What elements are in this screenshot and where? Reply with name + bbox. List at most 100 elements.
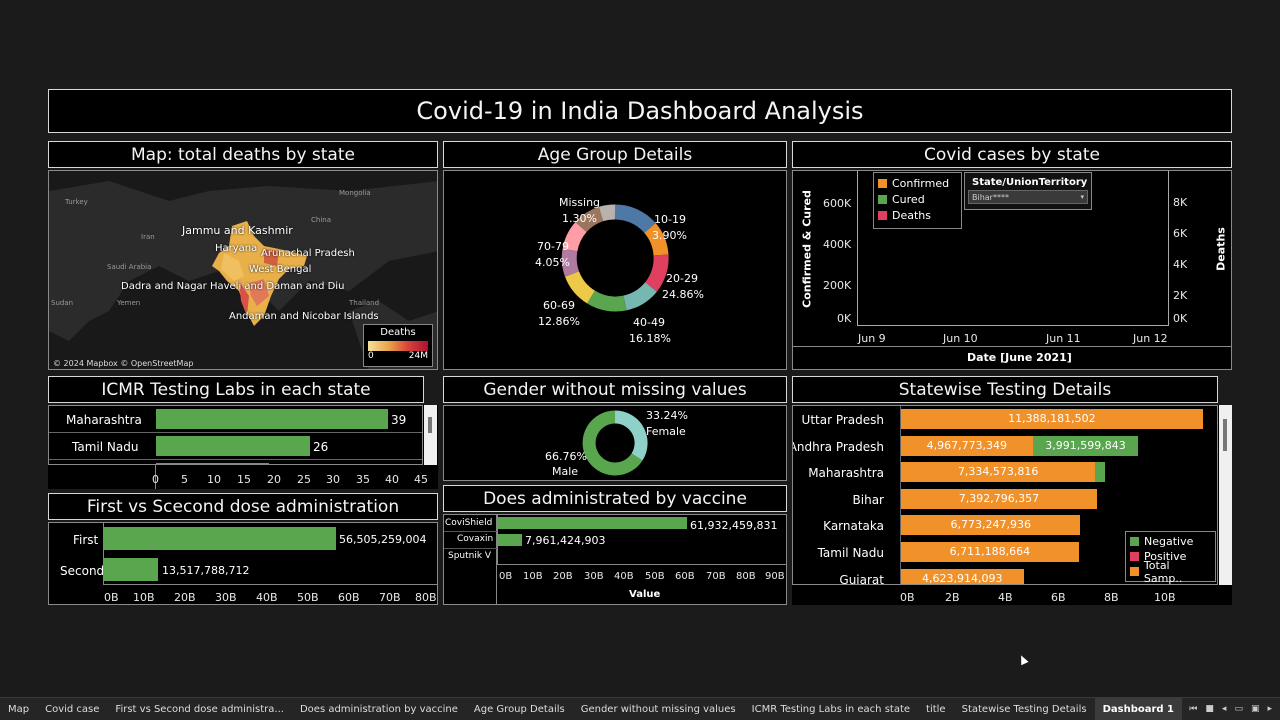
table-row[interactable]: Tamil Nadu 6,711,188,664 bbox=[793, 539, 1217, 566]
age-pct-70-79: 4.05% bbox=[535, 256, 570, 269]
table-row[interactable]: Maharashtra 39 bbox=[49, 406, 422, 433]
table-row[interactable]: Tamil Nadu 26 bbox=[49, 433, 422, 460]
statewise-tick: 0B bbox=[900, 591, 915, 604]
dose-tick: 50B bbox=[297, 591, 319, 604]
statewise-tick: 2B bbox=[945, 591, 960, 604]
statewise-bar-total[interactable] bbox=[901, 435, 1033, 456]
chevron-down-icon[interactable]: ▾ bbox=[1080, 193, 1084, 201]
dose-bar-first[interactable] bbox=[103, 527, 336, 550]
map-legend-gradient bbox=[368, 341, 428, 351]
table-row[interactable]: Bihar 7,392,796,357 bbox=[793, 486, 1217, 513]
sheet-tab[interactable]: ICMR Testing Labs in each state bbox=[751, 703, 911, 715]
legend-item-deaths[interactable]: Deaths bbox=[878, 207, 957, 223]
map-label-saudi: Saudi Arabia bbox=[107, 263, 152, 271]
statewise-bar-negative[interactable] bbox=[1032, 435, 1139, 456]
legend-item-total-samples[interactable]: Total Samp.. bbox=[1130, 559, 1211, 585]
statewise-bar-total[interactable] bbox=[901, 542, 1079, 562]
legend-item-positive[interactable]: Positive bbox=[1130, 549, 1211, 564]
dose-bar-second[interactable] bbox=[103, 558, 158, 581]
sheet-tab[interactable]: Gender without missing values bbox=[580, 703, 736, 715]
state-filter-dropdown[interactable]: Bihar**** ▾ bbox=[968, 190, 1088, 204]
state-filter: State/UnionTerritory Bihar**** ▾ bbox=[964, 172, 1092, 210]
legend-item-negative[interactable]: Negative bbox=[1130, 534, 1211, 549]
statewise-divider bbox=[900, 406, 901, 584]
gender-donut[interactable] bbox=[444, 406, 787, 481]
grid-view-icon[interactable]: ▭ bbox=[1234, 704, 1243, 714]
table-row[interactable]: Uttar Pradesh 11,388,181,502 bbox=[793, 406, 1217, 433]
sheet-tab[interactable]: Statewise Testing Details bbox=[961, 703, 1087, 715]
icmr-bar[interactable] bbox=[156, 409, 388, 429]
vaccine-bar-covaxin[interactable] bbox=[498, 534, 522, 546]
list-view-icon[interactable]: ▣ bbox=[1250, 704, 1260, 714]
statewise-bar-total[interactable] bbox=[901, 568, 1024, 584]
map-title: Map: total deaths by state bbox=[48, 141, 438, 168]
scrollbar-thumb[interactable] bbox=[1223, 419, 1227, 451]
legend-item-cured[interactable]: Cured bbox=[878, 191, 957, 207]
sheet-tab[interactable]: Age Group Details bbox=[473, 703, 565, 715]
cases-right-axis-label: Deaths bbox=[1215, 227, 1228, 271]
sheet-tab[interactable]: title bbox=[926, 703, 946, 715]
age-title-text: Age Group Details bbox=[537, 144, 693, 165]
statewise-value-total: 6,711,188,664 bbox=[949, 545, 1031, 558]
sheet-tab[interactable]: Does administration by vaccine bbox=[299, 703, 458, 715]
dose-tick: 80B bbox=[415, 591, 437, 604]
legend-label-confirmed: Confirmed bbox=[892, 176, 950, 190]
icmr-state-label: Tamil Nadu bbox=[72, 440, 139, 454]
prev-sheet-icon[interactable]: ◂ bbox=[1221, 704, 1227, 714]
vaccine-bar-covishield[interactable] bbox=[498, 517, 687, 529]
legend-swatch-total bbox=[1130, 567, 1139, 576]
table-row[interactable]: Maharashtra 7,334,573,816 bbox=[793, 459, 1217, 486]
table-row[interactable]: Andhra Pradesh 4,967,773,349 3,991,599,843 bbox=[793, 433, 1217, 460]
vaccine-tick: 70B bbox=[706, 571, 726, 582]
vaccine-tick: 50B bbox=[645, 571, 665, 582]
vaccine-value-covaxin: 7,961,424,903 bbox=[525, 534, 606, 547]
vaccine-tick: 90B bbox=[765, 571, 785, 582]
legend-item-confirmed[interactable]: Confirmed bbox=[878, 175, 957, 191]
table-row[interactable]: Gujarat 4,623,914,093 bbox=[793, 566, 1217, 584]
stop-icon[interactable]: ■ bbox=[1205, 704, 1214, 714]
cases-left-tick: 600K bbox=[823, 197, 852, 210]
state-filter-value: Bihar**** bbox=[972, 192, 1009, 202]
sheet-tab[interactable]: Covid case bbox=[45, 703, 100, 715]
age-donut[interactable] bbox=[444, 171, 787, 370]
gender-female-label: Female bbox=[646, 425, 686, 438]
dose-label-first: First bbox=[73, 533, 99, 547]
gender-donut-panel: 33.24% Female 66.76% Male bbox=[443, 405, 787, 481]
table-row[interactable]: Karnataka 6,773,247,936 bbox=[793, 512, 1217, 539]
vaccine-tick: 30B bbox=[584, 571, 604, 582]
statewise-bar-total[interactable] bbox=[901, 515, 1081, 536]
statewise-bar-negative[interactable] bbox=[1095, 462, 1105, 483]
map-attribution[interactable]: © 2024 Mapbox © OpenStreetMap bbox=[53, 359, 194, 368]
table-row[interactable]: Telangana bbox=[49, 460, 422, 464]
icmr-tick: 5 bbox=[181, 473, 188, 486]
gender-female-pct: 33.24% bbox=[646, 409, 688, 422]
map-label-andaman: Andaman and Nicobar Islands bbox=[229, 311, 379, 322]
cases-left-tick: 200K bbox=[823, 279, 852, 292]
icmr-state-label: Maharashtra bbox=[66, 413, 142, 427]
map-label-yemen: Yemen bbox=[117, 299, 141, 307]
next-sheet-icon[interactable]: ▸ bbox=[1267, 704, 1272, 714]
sheet-tab[interactable]: First vs Second dose administra... bbox=[115, 703, 284, 715]
cases-x-axis-label: Date [June 2021] bbox=[967, 351, 1072, 364]
sheet-tab[interactable]: Dashboard 1 bbox=[1094, 697, 1183, 720]
statewise-bar-total[interactable] bbox=[901, 462, 1096, 483]
statewise-bar-total[interactable] bbox=[901, 409, 1203, 429]
deaths-map[interactable]: Jammu and Kashmir Haryana Arunachal Prad… bbox=[48, 170, 438, 370]
gender-male-label: Male bbox=[552, 465, 579, 478]
statewise-state-label: Tamil Nadu bbox=[817, 546, 884, 560]
cases-plot-area[interactable] bbox=[857, 171, 1169, 326]
statewise-bar-total[interactable] bbox=[901, 488, 1097, 509]
scrollbar[interactable] bbox=[1219, 405, 1232, 585]
dose-tick: 0B bbox=[104, 591, 119, 604]
dose-label-second: Second bbox=[60, 564, 105, 578]
statewise-chart-panel: Uttar Pradesh 11,388,181,502 Andhra Prades… bbox=[792, 405, 1232, 605]
first-sheet-icon[interactable]: ⏮ bbox=[1189, 704, 1198, 714]
scrollbar[interactable] bbox=[424, 405, 437, 465]
icmr-bar[interactable] bbox=[156, 463, 269, 464]
dose-plot bbox=[103, 523, 437, 585]
statewise-value-total: 7,392,796,357 bbox=[958, 491, 1040, 505]
scrollbar-thumb[interactable] bbox=[428, 417, 432, 433]
sheet-tab[interactable]: Map bbox=[8, 703, 30, 715]
dose-value-second: 13,517,788,712 bbox=[162, 564, 250, 577]
icmr-bar[interactable] bbox=[156, 436, 310, 456]
